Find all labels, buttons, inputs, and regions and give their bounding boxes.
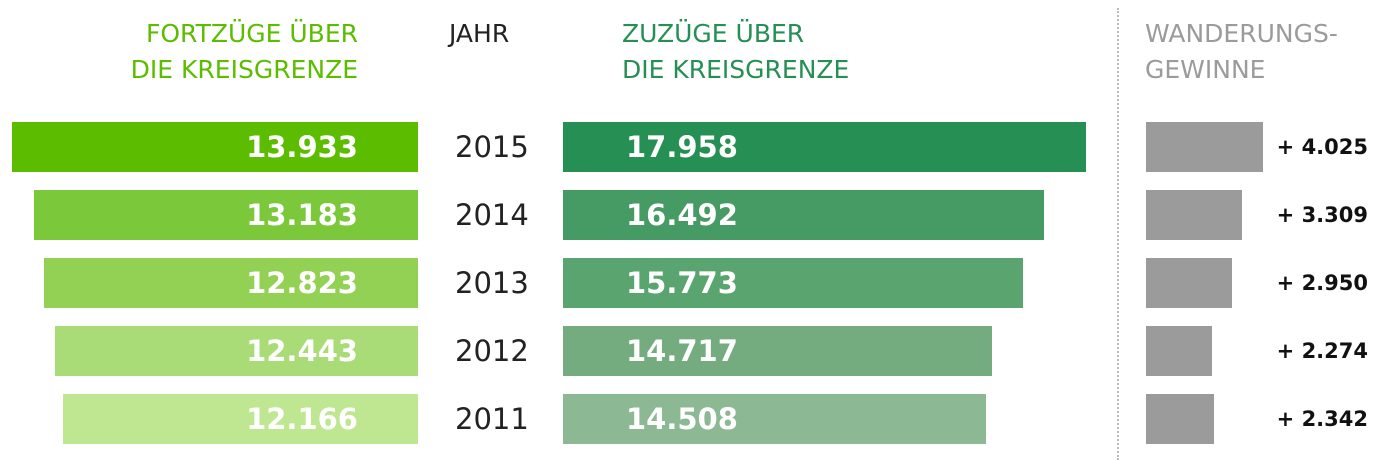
bar [11,122,418,172]
data-label: 12.443 [246,334,358,368]
data-label: 15.773 [626,266,738,300]
data-label: 14.717 [626,334,738,368]
data-label: 12.166 [246,402,358,436]
bar [1146,258,1232,308]
data-label: + 2.274 [1276,339,1368,363]
data-label: + 2.950 [1276,271,1368,295]
data-label: + 3.309 [1276,203,1368,227]
series-header: ZUZÜGE ÜBER DIE KREISGRENZE [622,19,850,84]
category-label: 2013 [455,266,529,300]
bar [1146,394,1215,444]
bar [563,326,992,376]
series-header: FORTZÜGE ÜBER DIE KREISGRENZE [130,19,358,84]
data-label: + 2.342 [1276,407,1368,431]
bar [33,190,418,240]
bar [1146,326,1213,376]
category-label: 2014 [455,198,529,232]
bar [44,258,418,308]
bar [1146,190,1243,240]
data-label: + 4.025 [1276,135,1368,159]
bar [563,394,986,444]
data-label: 13.933 [246,130,358,164]
data-label: 16.492 [626,198,738,232]
data-label: 14.508 [626,402,738,436]
category-header: JAHR [449,19,510,48]
data-label: 13.183 [246,198,358,232]
data-label: 17.958 [626,130,738,164]
bar [55,326,418,376]
bar [1146,122,1264,172]
bar [563,122,1087,172]
category-label: 2015 [455,130,529,164]
divider [1117,8,1119,460]
bar [563,190,1044,240]
bar [563,258,1023,308]
category-label: 2011 [455,402,529,436]
series-header: WANDERUNGS- GEWINNE [1145,19,1338,84]
category-label: 2012 [455,334,529,368]
bar [63,394,418,444]
data-label: 12.823 [246,266,358,300]
